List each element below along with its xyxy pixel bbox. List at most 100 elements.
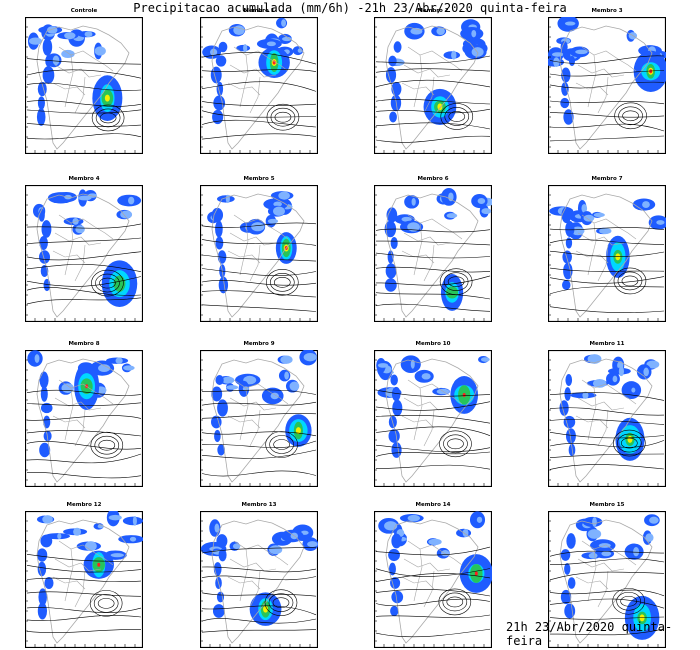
precip-area	[115, 357, 123, 365]
andes-precip	[389, 111, 397, 123]
andes-precip	[215, 374, 224, 386]
andes-precip	[386, 207, 398, 223]
pressure-contour	[549, 306, 665, 313]
andes-precip	[391, 442, 402, 458]
pressure-contour	[375, 628, 491, 638]
andes-precip	[218, 548, 227, 562]
pressure-contour	[549, 276, 665, 284]
precip-area	[612, 375, 618, 383]
pressure-contour	[26, 565, 142, 573]
precip-area	[94, 46, 106, 56]
precip-area	[98, 364, 111, 373]
precip-area	[480, 357, 490, 362]
country-border	[229, 558, 277, 572]
country-border	[403, 232, 451, 246]
precip-area	[410, 359, 415, 369]
panel-label: Controle	[70, 8, 98, 14]
pressure-contour	[201, 254, 317, 262]
pressure-contour	[265, 269, 299, 296]
pressure-contour	[375, 108, 491, 114]
andes-precip	[37, 96, 45, 110]
pressure-contour	[201, 239, 317, 246]
pressure-contour	[95, 273, 120, 293]
andes-precip	[391, 590, 404, 604]
country-border	[587, 222, 597, 276]
pressure-contour	[375, 292, 491, 300]
panel-label: Membro 5	[243, 176, 275, 182]
pressure-contour	[614, 102, 647, 130]
andes-precip	[212, 604, 225, 618]
andes-precip	[42, 38, 53, 56]
precip-area	[599, 227, 612, 235]
pressure-contour	[201, 629, 317, 633]
andes-precip	[560, 549, 571, 561]
precip-area	[377, 363, 389, 368]
ensemble-panel: Membro 2	[374, 8, 492, 154]
andes-precip	[565, 374, 573, 386]
precip-area	[448, 192, 454, 202]
country-border	[581, 214, 619, 228]
precip-area	[411, 197, 416, 206]
country-border	[587, 54, 597, 108]
pressure-contour	[98, 439, 116, 451]
pressure-contour	[622, 110, 639, 122]
pressure-contour	[99, 112, 117, 124]
pressure-contour	[201, 389, 317, 395]
pressure-contour	[549, 112, 665, 118]
country-border	[58, 379, 96, 393]
country-border	[64, 548, 74, 602]
pressure-contour	[26, 554, 142, 562]
pressure-contour	[201, 110, 317, 118]
andes-precip	[393, 41, 402, 53]
ensemble-panel: Membro 5	[200, 176, 318, 322]
coastline	[385, 358, 479, 483]
panel-label: Membro 8	[68, 341, 100, 347]
andes-precip	[390, 577, 401, 589]
pressure-contour	[272, 597, 290, 608]
pressure-contour	[375, 451, 491, 457]
ensemble-panel: Membro 15	[548, 502, 666, 648]
pressure-contour	[201, 431, 317, 437]
figure-title: Precipitacao acumulada (mm/6h) -21h 23/A…	[133, 1, 567, 15]
pressure-contour	[375, 389, 491, 397]
pressure-contour	[375, 55, 491, 64]
pressure-contour	[549, 558, 665, 565]
country-border	[443, 552, 463, 566]
precipitation-map	[548, 350, 666, 487]
pressure-contour	[549, 250, 665, 257]
andes-precip	[38, 208, 45, 222]
pressure-contour	[549, 432, 665, 439]
pressure-contour	[613, 429, 646, 457]
pressure-contour	[201, 575, 317, 581]
pressure-contour	[201, 81, 317, 92]
country-border	[413, 54, 423, 108]
precip-area	[481, 208, 492, 215]
coastline	[36, 193, 130, 318]
country-border	[617, 226, 637, 240]
country-border	[74, 570, 86, 608]
pressure-contour	[375, 426, 491, 436]
pressure-contour	[549, 123, 665, 132]
andes-precip	[388, 548, 400, 562]
precip-area	[251, 222, 265, 232]
andes-precip	[390, 236, 398, 250]
andes-precip	[388, 55, 397, 67]
pressure-contour	[448, 111, 466, 122]
pressure-contour	[26, 615, 142, 621]
precip-area	[46, 26, 58, 34]
precip-area	[297, 48, 303, 53]
pressure-contour	[549, 407, 665, 416]
pressure-contour	[549, 571, 665, 581]
country-border	[587, 548, 597, 602]
country-border	[227, 415, 261, 429]
precip-area	[28, 37, 43, 45]
andes-precip	[566, 533, 576, 549]
andes-precip	[37, 561, 47, 577]
country-border	[597, 76, 609, 114]
precip-area	[581, 204, 588, 213]
pressure-contour	[549, 100, 665, 105]
andes-precip	[388, 429, 400, 443]
precip-area	[646, 360, 660, 369]
country-border	[575, 82, 609, 96]
precip-max	[462, 392, 466, 397]
